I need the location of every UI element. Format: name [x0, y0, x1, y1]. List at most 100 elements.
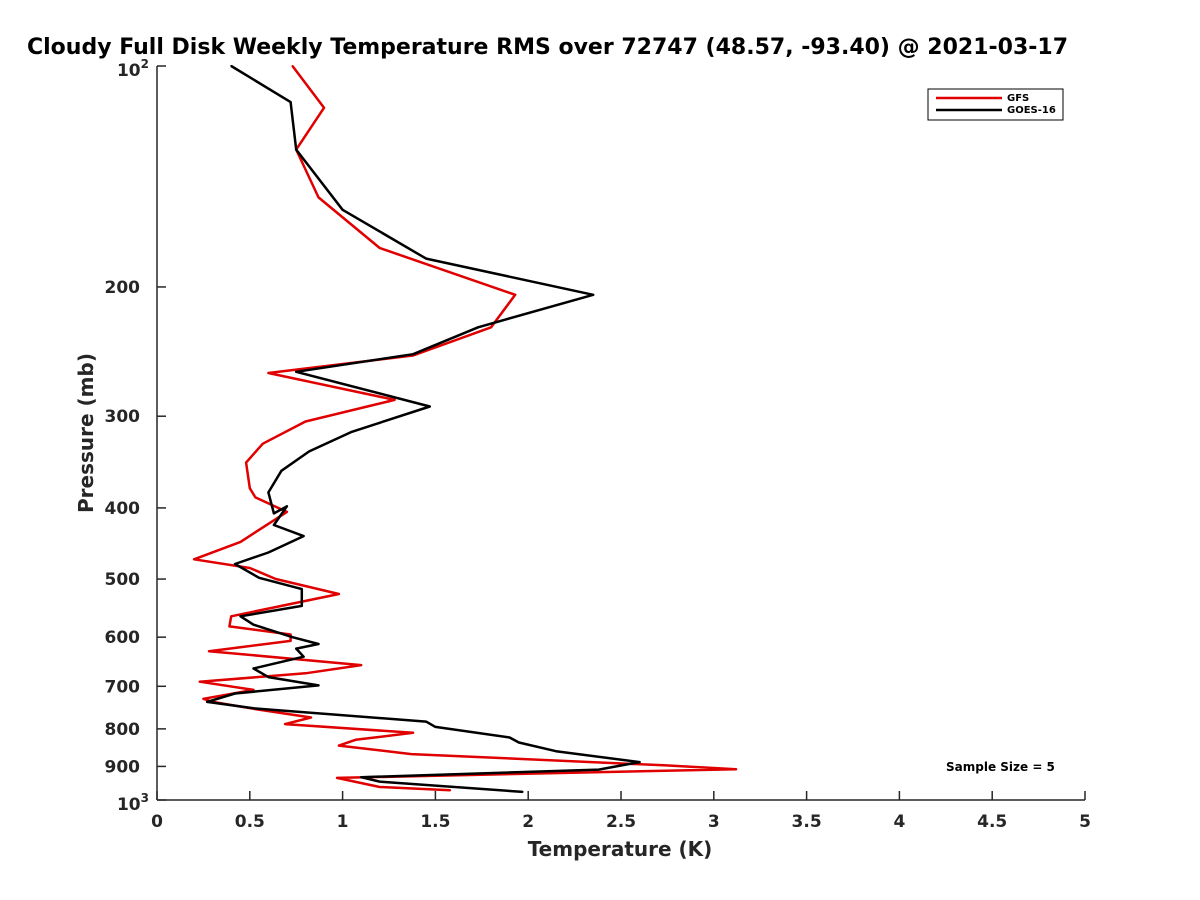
data-point-gfs: [289, 639, 292, 642]
data-point-goes-16: [234, 692, 236, 695]
legend-label-goes-16: GOES-16: [1007, 105, 1056, 116]
data-point-gfs: [228, 625, 231, 628]
data-point-gfs: [337, 744, 340, 747]
data-point-gfs: [248, 567, 251, 569]
data-point-gfs: [514, 293, 517, 296]
x-tick-label: 2: [522, 812, 534, 832]
y-axis: 200 300 400 500 600 700 800 900 102 103: [105, 57, 166, 815]
y-tick-label: 300: [105, 407, 141, 427]
data-point-gfs: [198, 680, 201, 683]
data-point-goes-16: [300, 588, 303, 591]
data-point-gfs: [360, 664, 363, 667]
series-line-goes-16: [205, 64, 641, 794]
data-point-goes-16: [239, 615, 242, 618]
data-point-goes-16: [258, 576, 261, 579]
data-point-gfs: [354, 738, 357, 741]
data-point-goes-16: [280, 469, 283, 472]
data-point-gfs: [317, 196, 320, 199]
data-point-goes-16: [300, 604, 303, 607]
data-point-goes-16: [555, 750, 557, 753]
y-axis-label: Pressure (mb): [74, 353, 98, 513]
data-point-goes-16: [206, 700, 209, 703]
data-point-goes-16: [295, 647, 298, 650]
data-point-goes-16: [289, 101, 292, 104]
data-point-gfs: [284, 723, 287, 726]
data-point-goes-16: [230, 65, 233, 67]
data-point-gfs: [254, 496, 257, 499]
data-point-goes-16: [350, 430, 353, 433]
y-tick-label: 500: [105, 570, 141, 590]
data-point-goes-16: [521, 790, 524, 793]
x-tick-label: 4: [893, 812, 905, 832]
data-point-goes-16: [272, 524, 275, 526]
data-point-goes-16: [291, 636, 294, 639]
data-point-gfs: [337, 593, 340, 595]
data-point-gfs: [336, 776, 338, 779]
data-point-goes-16: [425, 257, 428, 260]
data-point-goes-16: [295, 370, 298, 373]
data-point-goes-16: [285, 505, 288, 508]
data-point-goes-16: [252, 623, 255, 626]
data-point-goes-16: [597, 768, 600, 771]
data-point-gfs: [304, 672, 307, 675]
data-point-goes-16: [477, 326, 480, 329]
data-point-goes-16: [638, 761, 641, 764]
x-tick-label: 2.5: [606, 812, 636, 832]
data-point-gfs: [490, 326, 493, 329]
y-tick-label: 600: [105, 628, 141, 648]
data-point-goes-16: [517, 741, 520, 744]
data-point-gfs: [261, 442, 264, 445]
data-point-goes-16: [317, 684, 320, 687]
data-point-gfs: [208, 650, 210, 653]
data-point-goes-16: [434, 725, 437, 728]
data-point-gfs: [410, 753, 413, 756]
data-point-gfs: [662, 764, 665, 767]
x-axis-label: Temperature (K): [528, 837, 713, 861]
data-point-goes-16: [272, 512, 275, 515]
y-tick-label: 200: [105, 278, 141, 298]
data-point-gfs: [230, 615, 233, 618]
y-tick-label: 800: [105, 720, 141, 740]
chart-title: Cloudy Full Disk Weekly Temperature RMS …: [27, 35, 1068, 60]
data-point-goes-16: [267, 551, 270, 554]
y-tick-label: 900: [105, 757, 141, 777]
data-point-goes-16: [425, 720, 428, 723]
data-point-gfs: [412, 731, 415, 734]
data-point-goes-16: [302, 535, 305, 538]
x-tick-label: 0: [151, 812, 163, 832]
data-point-goes-16: [295, 148, 298, 151]
x-axis: 0 0.5 1 1.5 2 2.5 3 3.5 4 4.5 5: [151, 791, 1091, 832]
data-point-goes-16: [592, 293, 595, 296]
data-point-gfs: [378, 786, 381, 788]
data-point-goes-16: [508, 736, 511, 739]
x-tick-label: 3: [708, 812, 720, 832]
y-tick-label: 400: [105, 499, 141, 519]
data-point-goes-16: [252, 667, 255, 670]
data-point-gfs: [274, 578, 277, 580]
data-point-gfs: [285, 510, 288, 513]
data-point-gfs: [735, 768, 738, 771]
legend-box: [927, 88, 1064, 121]
y-tick-label: 700: [105, 677, 141, 697]
x-tick-label: 1.5: [420, 812, 450, 832]
x-tick-label: 5: [1079, 812, 1091, 832]
data-point-gfs: [289, 633, 292, 636]
data-point-gfs: [193, 558, 196, 561]
data-point-gfs: [393, 398, 396, 401]
data-point-goes-16: [252, 707, 255, 710]
y-tick-label: 102: [117, 57, 149, 81]
data-point-gfs: [323, 106, 325, 109]
data-point-goes-16: [317, 643, 320, 645]
data-point-goes-16: [341, 208, 344, 211]
series-layer: [192, 64, 738, 794]
data-point-gfs: [202, 697, 205, 700]
data-point-goes-16: [412, 353, 415, 356]
legend-label-gfs: GFS: [1007, 93, 1029, 104]
data-point-goes-16: [302, 655, 305, 658]
data-point-goes-16: [267, 491, 270, 494]
data-point-gfs: [291, 65, 294, 67]
data-point-goes-16: [360, 776, 363, 779]
data-point-goes-16: [267, 676, 270, 679]
data-point-gfs: [245, 461, 248, 464]
x-tick-label: 4.5: [977, 812, 1007, 832]
